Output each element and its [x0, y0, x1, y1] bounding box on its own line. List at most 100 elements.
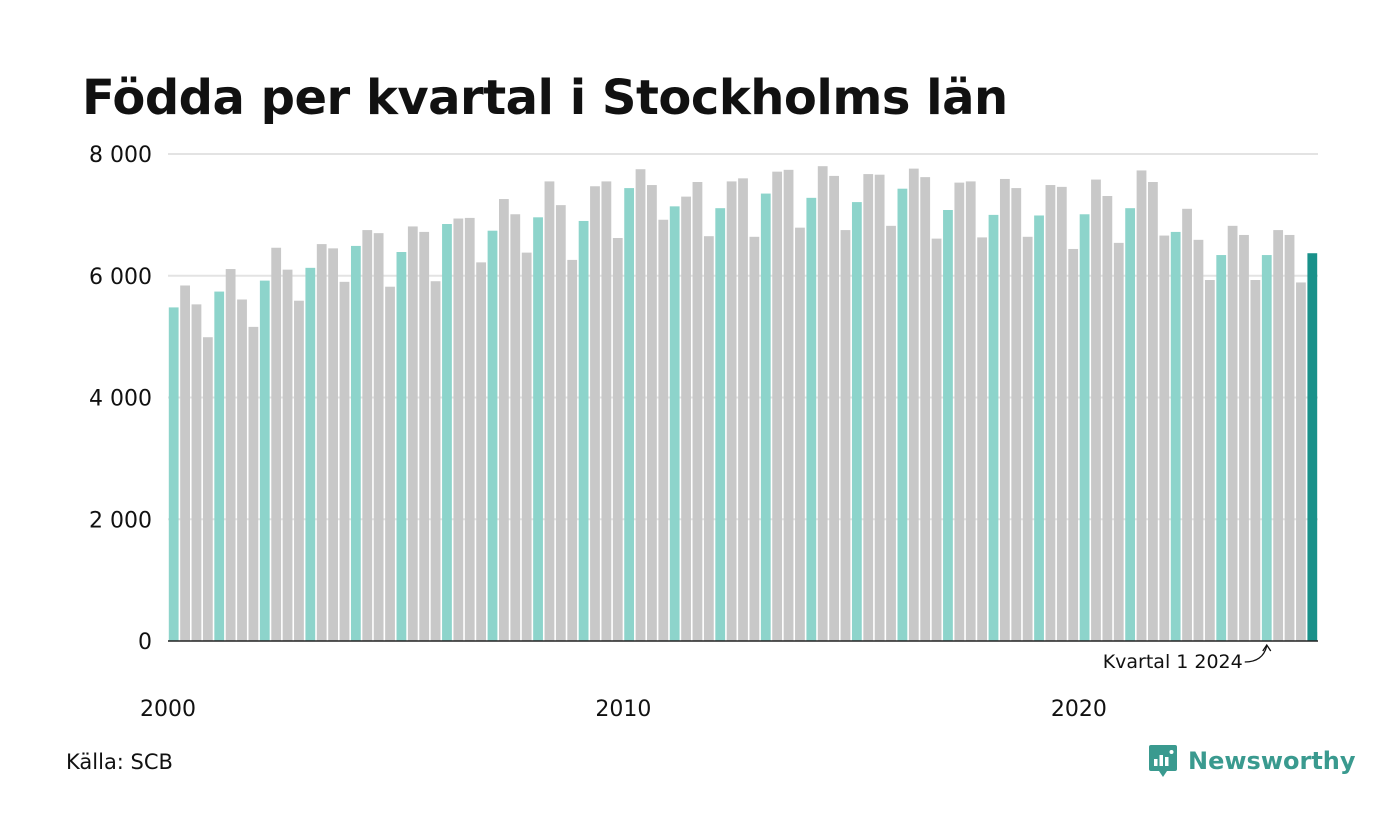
- bar: [783, 169, 794, 641]
- bar: [419, 231, 430, 642]
- bar: [954, 182, 965, 642]
- bar: [1045, 185, 1056, 642]
- bar: [350, 245, 361, 642]
- bar: [1193, 239, 1204, 641]
- bar: [703, 236, 714, 641]
- bar: [1296, 282, 1306, 641]
- bar: [259, 280, 270, 641]
- bar: [1250, 280, 1261, 641]
- x-axis-tick-labels: 2000 2010 2020: [140, 697, 1107, 722]
- bar: [464, 217, 475, 642]
- bar: [931, 238, 942, 641]
- bar: [237, 299, 247, 641]
- bar: [1239, 234, 1249, 641]
- bar: [578, 220, 589, 641]
- bar: [271, 247, 282, 641]
- bar: [1068, 248, 1079, 641]
- bar: [795, 227, 805, 641]
- bar: [612, 238, 623, 641]
- brand-logo: Newsworthy: [1148, 744, 1356, 778]
- annotation-arrow: [1244, 645, 1268, 663]
- bar: [624, 188, 635, 641]
- bar: [510, 214, 521, 641]
- bar: [908, 168, 919, 642]
- bar: [499, 199, 509, 642]
- bar: [453, 218, 464, 641]
- bar: [669, 206, 680, 641]
- bar: [214, 291, 225, 641]
- bar: [1159, 235, 1170, 641]
- bar: [1216, 255, 1227, 642]
- bar: [1125, 208, 1136, 641]
- bar: [225, 269, 236, 641]
- y-tick-label: 4 000: [89, 387, 152, 412]
- bar: [817, 166, 828, 641]
- annotation-label: Kvartal 1 2024: [1103, 651, 1243, 673]
- bar: [726, 181, 737, 641]
- bar: [874, 174, 885, 641]
- bar: [590, 186, 600, 641]
- bar: [1204, 280, 1215, 641]
- y-tick-label: 0: [138, 630, 152, 655]
- y-axis-tick-labels: 0 2 000 4 000 6 000 8 000: [89, 143, 152, 655]
- bar: [635, 169, 646, 641]
- bar: [305, 267, 316, 641]
- bar: [760, 193, 771, 641]
- bar: [988, 214, 999, 642]
- bar: [168, 307, 179, 641]
- bar: [647, 185, 657, 642]
- bar: [806, 197, 817, 641]
- bar: [1011, 188, 1022, 641]
- bar: [442, 224, 452, 641]
- source-note: Källa: SCB: [66, 750, 173, 774]
- bars: [168, 166, 1318, 642]
- brand-name: Newsworthy: [1188, 747, 1356, 775]
- x-tick-label: 2010: [595, 697, 651, 722]
- bar: [715, 208, 726, 641]
- bar: [555, 205, 566, 641]
- bar: [1113, 242, 1124, 641]
- bar: [601, 181, 612, 641]
- bar: [521, 252, 532, 641]
- bar: [373, 233, 384, 641]
- bar: [692, 182, 703, 641]
- bar: [886, 225, 896, 641]
- bar: [1056, 186, 1067, 641]
- bar: [1148, 182, 1158, 641]
- bar: [202, 337, 213, 641]
- x-tick-label: 2020: [1051, 697, 1107, 722]
- bar: [396, 252, 407, 641]
- bar: [1102, 196, 1113, 641]
- bar: [248, 326, 259, 641]
- bar: [339, 281, 350, 641]
- bar: [1136, 170, 1147, 641]
- bar: [851, 202, 862, 641]
- bar: [328, 248, 338, 642]
- bar: [863, 174, 874, 641]
- bar: [1307, 253, 1318, 642]
- bar: [567, 259, 578, 641]
- bar: [1273, 230, 1284, 641]
- bar: [1034, 215, 1044, 642]
- chart-speech-icon: [1149, 745, 1177, 777]
- bar: [943, 210, 953, 641]
- bar: [533, 217, 543, 641]
- bar: [738, 178, 748, 641]
- bar: [294, 300, 304, 641]
- bar: [385, 286, 395, 641]
- bar: [1182, 208, 1192, 642]
- bar: [544, 181, 555, 641]
- bar: [1261, 255, 1272, 642]
- bar: [362, 230, 373, 641]
- bar: [1227, 225, 1238, 641]
- y-tick-label: 2 000: [89, 508, 152, 533]
- y-tick-label: 8 000: [89, 143, 152, 168]
- bar: [999, 178, 1010, 641]
- bar: [772, 171, 783, 641]
- annotation-arrowhead: [1262, 643, 1272, 652]
- bar: [487, 230, 498, 641]
- bar: [1170, 231, 1181, 642]
- bar: [407, 226, 418, 641]
- bar: [658, 219, 669, 641]
